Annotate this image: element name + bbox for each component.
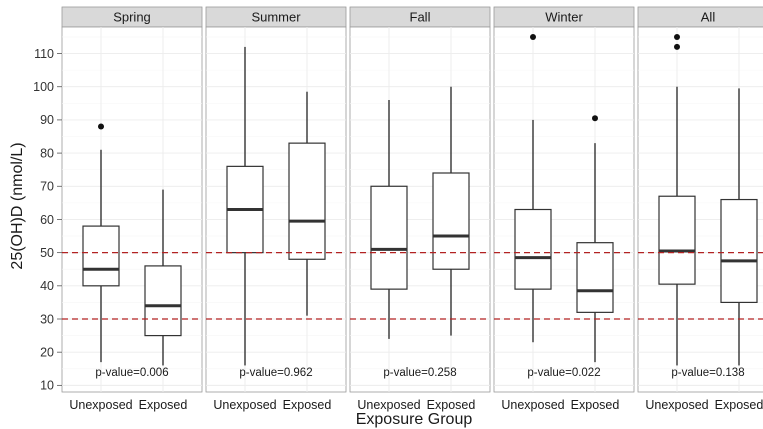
y-tick-label: 10 — [40, 379, 54, 393]
x-axis-title: Exposure Group — [356, 411, 473, 428]
box-unexposed — [370, 100, 408, 339]
box-exposed — [288, 91, 326, 316]
facet-strip-label: All — [701, 10, 716, 25]
box-iqr — [432, 172, 470, 270]
box-unexposed — [226, 46, 264, 366]
facet-strip-label: Spring — [113, 10, 151, 25]
facet-panel-fall: Fall Unexposed Exposed p-value=0.258 — [349, 6, 491, 412]
facet-panel-summer: Summer Unexposed Exposed p-value=0.962 — [205, 6, 347, 412]
y-tick-label: 30 — [40, 312, 54, 326]
outlier-point — [530, 33, 536, 40]
outlier-point — [674, 43, 680, 50]
y-axis: 10 20 30 40 50 60 70 80 90 100 110 — [33, 47, 62, 393]
x-tick-label: Exposed — [283, 398, 332, 412]
x-tick-label: Exposed — [427, 398, 476, 412]
facet-strip-label: Fall — [410, 10, 431, 25]
y-tick-label: 70 — [40, 180, 54, 194]
box-iqr — [576, 242, 614, 313]
y-tick-label: 90 — [40, 113, 54, 127]
x-tick-label: Unexposed — [357, 398, 420, 412]
box-exposed — [720, 88, 758, 366]
box-unexposed — [658, 33, 696, 366]
x-tick-label: Exposed — [139, 398, 188, 412]
box-unexposed — [514, 33, 552, 343]
box-iqr — [82, 225, 120, 287]
y-axis-title: 25(OH)D (nmol/L) — [9, 142, 26, 269]
p-value-label: p-value=0.962 — [239, 367, 312, 379]
box-exposed — [576, 115, 614, 363]
x-tick-label: Unexposed — [213, 398, 276, 412]
box-iqr — [658, 195, 696, 285]
box-iqr — [370, 185, 408, 290]
panel-background — [61, 26, 203, 393]
x-tick-label: Unexposed — [645, 398, 708, 412]
facet-strip-label: Winter — [545, 10, 583, 25]
facet-panel-all: All Unexposed Exposed p-value=0.138 — [637, 6, 763, 412]
p-value-label: p-value=0.022 — [527, 367, 600, 379]
box-exposed — [144, 189, 182, 366]
p-value-label: p-value=0.138 — [671, 367, 744, 379]
y-tick-label: 50 — [40, 246, 54, 260]
box-unexposed — [82, 123, 120, 363]
facet-panel-winter: Winter Unexposed Exposed p-value=0.022 — [493, 6, 635, 412]
box-iqr — [144, 265, 182, 337]
outlier-point — [674, 33, 680, 40]
x-tick-label: Unexposed — [69, 398, 132, 412]
p-value-label: p-value=0.006 — [95, 367, 168, 379]
x-tick-label: Exposed — [715, 398, 763, 412]
box-iqr — [514, 208, 552, 290]
box-iqr — [288, 142, 326, 260]
facet-strip-label: Summer — [251, 10, 301, 25]
y-tick-label: 100 — [33, 80, 54, 94]
p-value-label: p-value=0.258 — [383, 367, 456, 379]
y-tick-label: 20 — [40, 345, 54, 359]
facet-panel-spring: Spring Unexposed Exposed p-value=0.006 — [61, 6, 203, 412]
box-iqr — [720, 198, 758, 304]
facet-panels: Spring Unexposed Exposed p-value=0.006 Summe… — [61, 6, 763, 412]
y-tick-label: 80 — [40, 146, 54, 160]
x-tick-label: Exposed — [571, 398, 620, 412]
outlier-point — [98, 123, 104, 130]
x-tick-label: Unexposed — [501, 398, 564, 412]
y-tick-label: 60 — [40, 213, 54, 227]
y-tick-label: 40 — [40, 279, 54, 293]
y-tick-label: 110 — [34, 47, 54, 61]
outlier-point — [592, 115, 598, 122]
